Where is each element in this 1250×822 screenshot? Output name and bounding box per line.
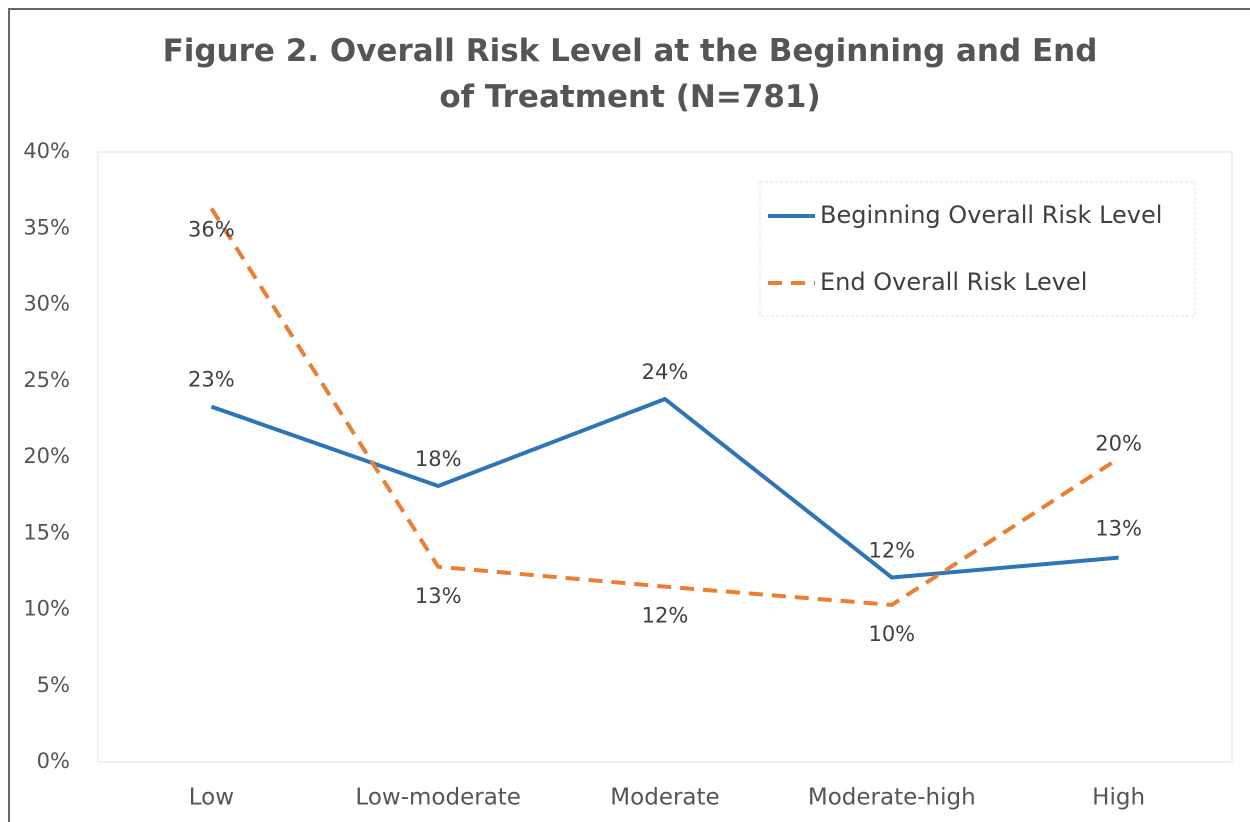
y-tick-label: 25% <box>23 368 70 392</box>
y-tick-label: 35% <box>23 215 70 239</box>
legend-label: Beginning Overall Risk Level <box>820 201 1162 229</box>
data-label: 23% <box>188 368 235 392</box>
x-tick-label: Low-moderate <box>355 785 521 811</box>
x-tick-label: High <box>1092 785 1145 811</box>
data-label: 12% <box>642 604 689 628</box>
y-tick-label: 5% <box>37 673 70 697</box>
data-label: 18% <box>415 447 462 471</box>
data-label: 12% <box>868 538 915 562</box>
legend-box <box>759 181 1196 317</box>
plot-area <box>97 151 1233 763</box>
data-label: 24% <box>642 360 689 384</box>
y-tick-label: 20% <box>23 444 70 468</box>
y-tick-label: 15% <box>23 520 70 544</box>
chart-title: Figure 2. Overall Risk Level at the Begi… <box>162 33 1098 115</box>
frame <box>8 8 1250 822</box>
x-tick-label: Moderate <box>610 785 719 811</box>
data-label: 36% <box>188 217 235 241</box>
y-tick-label: 30% <box>23 292 70 316</box>
data-label: 10% <box>868 622 915 646</box>
data-label: 13% <box>415 584 462 608</box>
legend-label: End Overall Risk Level <box>820 268 1087 296</box>
x-tick-label: Moderate-high <box>808 785 976 811</box>
y-tick-label: 0% <box>37 749 70 773</box>
y-tick-label: 10% <box>23 597 70 621</box>
series-line <box>209 207 1120 607</box>
series-line <box>210 397 1119 580</box>
x-tick-label: Low <box>189 785 234 811</box>
data-label: 20% <box>1095 432 1142 456</box>
data-label: 13% <box>1095 517 1142 541</box>
y-tick-label: 40% <box>23 139 70 163</box>
